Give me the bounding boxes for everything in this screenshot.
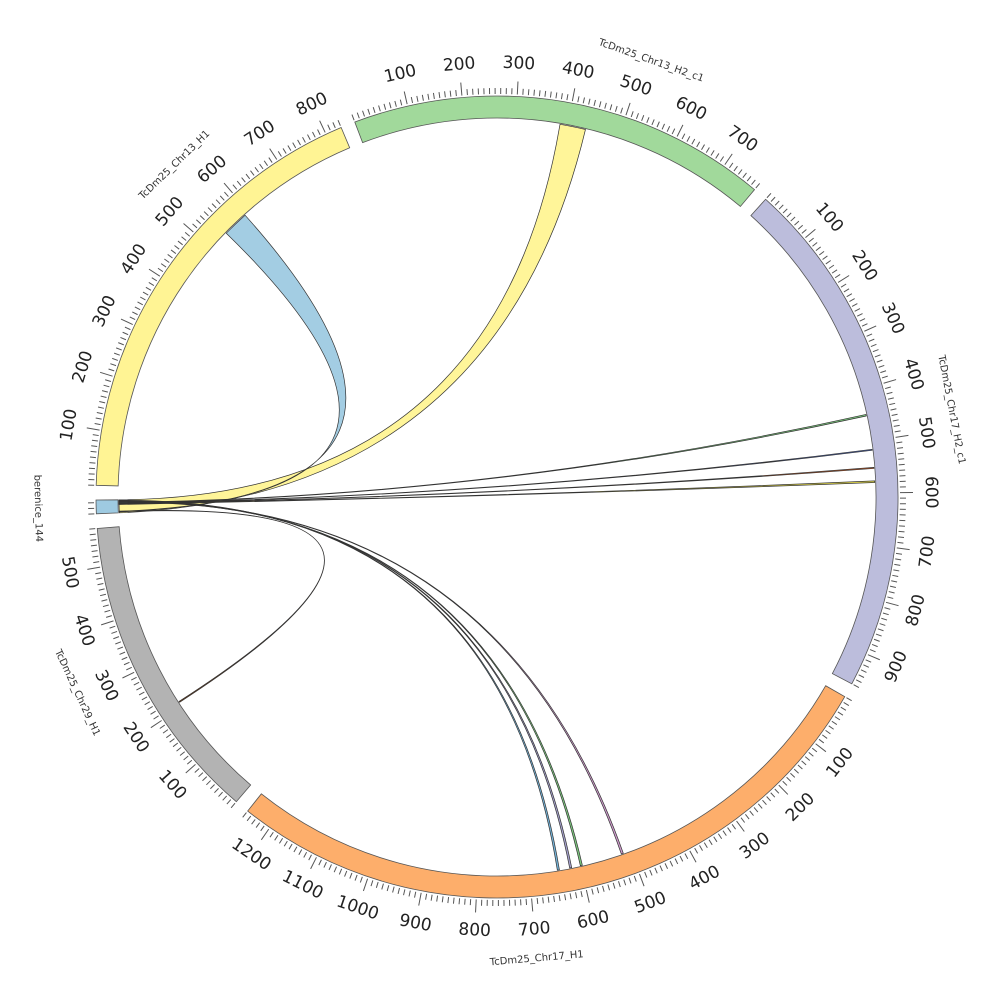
- tick-label-tcdm25-chr17-h1-500: 500: [632, 888, 669, 918]
- ticks-tcdm25-chr13-h2-c1: [351, 81, 761, 189]
- segments-layer: [95, 95, 899, 899]
- tick-label-tcdm25-chr17-h1-800: 800: [458, 920, 491, 942]
- link-2-berenice-144-to-tcdm25-chr29-h1: [118, 510, 325, 703]
- links-layer: [118, 123, 876, 871]
- tick-label-tcdm25-chr13-h2-c1-300: 300: [502, 53, 535, 75]
- segment-label-tcdm25-chr17-h2-c1: TcDm25_Chr17_H2_c1: [935, 353, 967, 465]
- tick-label-tcdm25-chr13-h2-c1-600: 600: [672, 93, 710, 125]
- tick-label-tcdm25-chr17-h2-c1-900: 900: [881, 648, 912, 686]
- tick-label-tcdm25-chr13-h1-200: 200: [69, 348, 98, 385]
- tick-label-tcdm25-chr17-h2-c1-800: 800: [902, 592, 930, 629]
- ticks-berenice-144: [88, 502, 95, 515]
- tick-label-tcdm25-chr13-h2-c1-700: 700: [723, 122, 761, 157]
- ticks-tcdm25-chr17-h2-c1: [766, 192, 913, 688]
- tick-label-tcdm25-chr29-h1-200: 200: [119, 719, 154, 757]
- tick-label-tcdm25-chr13-h1-600: 600: [193, 151, 231, 187]
- tick-label-tcdm25-chr13-h1-500: 500: [152, 193, 188, 231]
- tick-label-tcdm25-chr17-h1-700: 700: [517, 918, 551, 941]
- segment-tcdm25-chr17-h2-c1: [750, 198, 899, 685]
- tick-label-tcdm25-chr17-h2-c1-500: 500: [914, 415, 939, 450]
- tick-label-tcdm25-chr17-h2-c1-200: 200: [847, 247, 881, 285]
- tick-label-tcdm25-chr17-h2-c1-700: 700: [916, 534, 940, 569]
- tick-label-tcdm25-chr13-h1-300: 300: [89, 292, 121, 330]
- tick-label-tcdm25-chr17-h1-1100: 1100: [279, 866, 327, 903]
- segment-berenice-144: [95, 499, 119, 515]
- tick-label-tcdm25-chr17-h1-300: 300: [736, 828, 774, 863]
- tick-label-tcdm25-chr17-h1-100: 100: [822, 744, 858, 782]
- ticks-tcdm25-chr17-h1: [242, 697, 852, 913]
- tick-label-tcdm25-chr29-h1-400: 400: [70, 612, 99, 649]
- link-4-berenice-144-to-tcdm25-chr17-h1: [118, 500, 573, 869]
- ticks-tcdm25-chr13-h1: [86, 119, 341, 486]
- tick-label-tcdm25-chr13-h1-400: 400: [117, 240, 152, 278]
- tick-label-tcdm25-chr13-h2-c1-100: 100: [382, 61, 418, 88]
- link-6-berenice-144-to-tcdm25-chr17-h1: [118, 501, 624, 855]
- link-3-berenice-144-to-tcdm25-chr17-h1: [118, 499, 560, 871]
- tick-label-tcdm25-chr13-h1-700: 700: [241, 116, 279, 150]
- link-0-berenice-144-to-tcdm25-chr13-h2-c1: [118, 123, 586, 514]
- ticks-layer: [86, 81, 913, 913]
- tick-label-tcdm25-chr17-h2-c1-400: 400: [899, 356, 927, 393]
- tick-label-tcdm25-chr13-h2-c1-500: 500: [617, 71, 654, 100]
- tick-label-tcdm25-chr13-h1-800: 800: [293, 88, 331, 120]
- tick-label-tcdm25-chr13-h2-c1-400: 400: [560, 58, 596, 84]
- segment-tcdm25-chr13-h1: [95, 126, 351, 487]
- segment-label-tcdm25-chr13-h2-c1: TcDm25_Chr13_H2_c1: [596, 37, 705, 85]
- link-7-berenice-144-to-tcdm25-chr17-h2-c1: [118, 414, 867, 504]
- link-5-berenice-144-to-tcdm25-chr17-h1: [118, 501, 583, 867]
- segment-tcdm25-chr13-h2-c1: [354, 95, 756, 208]
- tick-label-tcdm25-chr29-h1-500: 500: [57, 555, 82, 590]
- link-8-berenice-144-to-tcdm25-chr17-h2-c1: [118, 448, 873, 504]
- tick-label-tcdm25-chr13-h2-c1-200: 200: [442, 53, 476, 76]
- tick-label-tcdm25-chr17-h2-c1-300: 300: [877, 300, 909, 338]
- tick-label-tcdm25-chr17-h1-600: 600: [575, 907, 611, 934]
- tick-label-tcdm25-chr17-h1-1000: 1000: [334, 892, 381, 925]
- tick-label-tcdm25-chr17-h1-400: 400: [686, 862, 724, 895]
- segment-label-tcdm25-chr17-h1: TcDm25_Chr17_H1: [488, 949, 584, 968]
- segment-tcdm25-chr29-h1: [96, 526, 252, 803]
- ticks-tcdm25-chr29-h1: [87, 528, 236, 809]
- tick-label-tcdm25-chr29-h1-300: 300: [90, 667, 122, 705]
- link-10-berenice-144-to-tcdm25-chr17-h2-c1: [118, 480, 876, 505]
- segment-label-tcdm25-chr29-h1: TcDm25_Chr29_H1: [52, 647, 102, 738]
- tick-label-tcdm25-chr17-h2-c1-600: 600: [921, 476, 941, 509]
- segment-label-berenice-144: berenice_144: [31, 475, 44, 543]
- tick-label-tcdm25-chr17-h1-1200: 1200: [228, 834, 275, 875]
- tick-label-tcdm25-chr17-h2-c1-100: 100: [811, 199, 847, 237]
- tick-label-tcdm25-chr29-h1-100: 100: [154, 766, 190, 804]
- tick-label-tcdm25-chr17-h1-900: 900: [398, 910, 434, 936]
- link-9-berenice-144-to-tcdm25-chr17-h2-c1: [118, 467, 875, 505]
- segment-tcdm25-chr17-h1: [247, 685, 846, 899]
- tick-label-tcdm25-chr13-h1-100: 100: [56, 407, 81, 442]
